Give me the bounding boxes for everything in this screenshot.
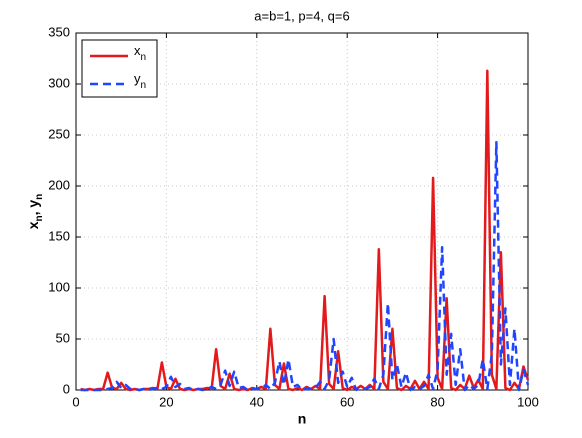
- x-tick-label: 0: [72, 394, 79, 409]
- y-tick-label: 150: [48, 228, 70, 243]
- legend-label: xn: [134, 43, 146, 63]
- y-axis-label-part: , y: [25, 200, 41, 216]
- x-tick-label: 60: [340, 394, 354, 409]
- x-axis-label: n: [298, 411, 307, 427]
- y-axis-label-part: n: [34, 215, 45, 221]
- x-tick-label: 40: [250, 394, 264, 409]
- legend-box: [81, 39, 158, 98]
- x-tick-label: 100: [517, 394, 539, 409]
- legend-label-name: x: [134, 43, 141, 58]
- legend-label: yn: [134, 71, 146, 91]
- y-tick-label: 250: [48, 126, 70, 141]
- y-axis-label: xn, yn: [25, 194, 45, 230]
- y-tick-label: 300: [48, 75, 70, 90]
- x-tick-label: 80: [430, 394, 444, 409]
- y-tick-label: 350: [48, 24, 70, 39]
- chart-title: a=b=1, p=4, q=6: [254, 8, 349, 23]
- y-tick-label: 50: [56, 330, 70, 345]
- x-tick-label: 20: [159, 394, 173, 409]
- y-axis-label-part: x: [25, 221, 41, 229]
- legend-label-subscript: n: [141, 80, 147, 91]
- y-tick-label: 100: [48, 279, 70, 294]
- data-line: [80, 140, 530, 392]
- y-tick-label: 0: [63, 381, 70, 396]
- legend-label-subscript: n: [141, 52, 147, 63]
- legend-label-name: y: [134, 71, 141, 86]
- y-axis-label-part: n: [34, 194, 45, 200]
- y-tick-label: 200: [48, 177, 70, 192]
